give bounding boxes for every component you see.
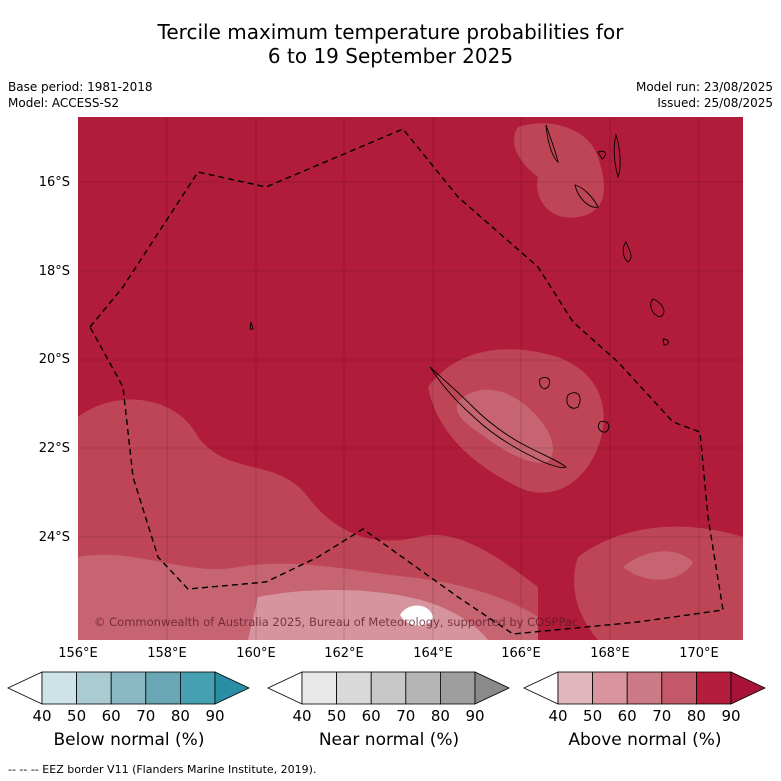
colorbar-tick-label: 40: [32, 707, 51, 725]
colorbar-under-triangle: [267, 671, 303, 705]
colorbar-tick-label: 60: [362, 707, 381, 725]
vanuatu-coast: [545, 124, 669, 346]
model-name: Model: ACCESS-S2: [8, 96, 120, 110]
lon-label: 168°E: [590, 646, 630, 661]
contour-south-white: [400, 605, 433, 626]
colorbar-segment: [110, 671, 147, 705]
colorbar-tick-label: 50: [583, 707, 602, 725]
copyright-text: © Commonwealth of Australia 2025, Bureau…: [94, 615, 578, 629]
gridlines: [78, 117, 743, 640]
colorbar-segment: [336, 671, 372, 705]
colorbar-label-near: Near normal (%): [318, 730, 460, 750]
colorbar-over-triangle: [474, 671, 510, 705]
lat-label: 24°S: [38, 530, 70, 545]
colorbar-tick-label: 50: [67, 707, 86, 725]
eez-footnote: -- -- -- EEZ border V11 (Flanders Marine…: [8, 763, 317, 776]
colorbar-tick-label: 50: [327, 707, 346, 725]
colorbar-tick-label: 80: [171, 707, 190, 725]
colorbar-segment: [696, 671, 732, 705]
lat-label: 16°S: [38, 175, 70, 190]
colorbar-segment: [626, 671, 663, 705]
colorbar-tick-label: 90: [721, 707, 740, 725]
meta-right: Model run: 23/08/2025 Issued: 25/08/2025: [636, 79, 773, 111]
title-line-2: 6 to 19 September 2025: [267, 44, 514, 68]
lon-label: 170°E: [679, 646, 719, 661]
lon-label: 162°E: [324, 646, 364, 661]
colorbar-segment: [145, 671, 181, 705]
colorbar-segment: [370, 671, 407, 705]
colorbar-segment: [557, 671, 593, 705]
colorbar-tick-label: 70: [396, 707, 415, 725]
probability-contours: [78, 123, 743, 640]
issued-date: Issued: 25/08/2025: [657, 96, 773, 110]
lat-label: 20°S: [38, 352, 70, 367]
chart-title: Tercile maximum temperature probabilitie…: [0, 20, 781, 68]
colorbar-over-triangle: [214, 671, 250, 705]
probability-map: © Commonwealth of Australia 2025, Bureau…: [78, 117, 743, 640]
eez-border: [89, 128, 724, 635]
colorbar-tick-label: 60: [102, 707, 121, 725]
title-line-1: Tercile maximum temperature probabilitie…: [157, 20, 624, 44]
colorbar-segment: [76, 671, 112, 705]
lon-label: 158°E: [147, 646, 187, 661]
colorbar-tick-label: 40: [292, 707, 311, 725]
lat-label: 22°S: [38, 441, 70, 456]
colorbar-segment: [179, 671, 216, 705]
colorbar-tick-label: 80: [687, 707, 706, 725]
new-caledonia-coast: [429, 366, 567, 468]
lon-label: 166°E: [501, 646, 541, 661]
base-period: Base period: 1981-2018: [8, 80, 153, 94]
contour-south-light: [248, 590, 488, 640]
colorbar-segment: [661, 671, 697, 705]
model-run: Model run: 23/08/2025: [635, 80, 773, 94]
colorbar-segment: [439, 671, 476, 705]
coastlines: [249, 124, 669, 468]
colorbar-label-below: Below normal (%): [53, 730, 205, 750]
contour-vanuatu: [514, 123, 604, 218]
colorbar-tick-label: 90: [205, 707, 224, 725]
colorbar-tick-label: 90: [465, 707, 484, 725]
colorbar-under-triangle: [523, 671, 559, 705]
colorbar-tick-label: 70: [136, 707, 155, 725]
contour-ncaledonia-inner: [456, 389, 553, 463]
colorbar-over-triangle: [730, 671, 766, 705]
colorbar-near: 40 50 60 70 80 90: [267, 671, 510, 725]
colorbar-legend: 40 50 60 70 80 90 40 50 60 70 80 90 40 50 60 70 80 90: [7, 671, 766, 725]
colorbar-above: 40 50 60 70 80 90: [523, 671, 766, 725]
colorbar-tick-label: 70: [652, 707, 671, 725]
colorbar-segment: [592, 671, 628, 705]
lat-label: 18°S: [38, 264, 70, 279]
meta-left: Base period: 1981-2018 Model: ACCESS-S2: [8, 79, 153, 111]
lon-label: 164°E: [413, 646, 453, 661]
colorbar-under-triangle: [7, 671, 43, 705]
lon-label: 156°E: [58, 646, 98, 661]
isolated-islet: [249, 321, 254, 330]
colorbar-segment: [301, 671, 337, 705]
colorbar-tick-label: 80: [431, 707, 450, 725]
contour-southeast: [574, 526, 743, 640]
colorbar-tick-label: 60: [618, 707, 637, 725]
colorbar-segment: [405, 671, 441, 705]
colorbar-label-above: Above normal (%): [568, 730, 722, 750]
loyalty-islands-coast: [539, 376, 610, 433]
colorbar-tick-label: 40: [548, 707, 567, 725]
colorbar-segment: [41, 671, 77, 705]
colorbar-below: 40 50 60 70 80 90: [7, 671, 250, 725]
contour-southeast-inner: [623, 551, 693, 580]
lon-label: 160°E: [236, 646, 276, 661]
